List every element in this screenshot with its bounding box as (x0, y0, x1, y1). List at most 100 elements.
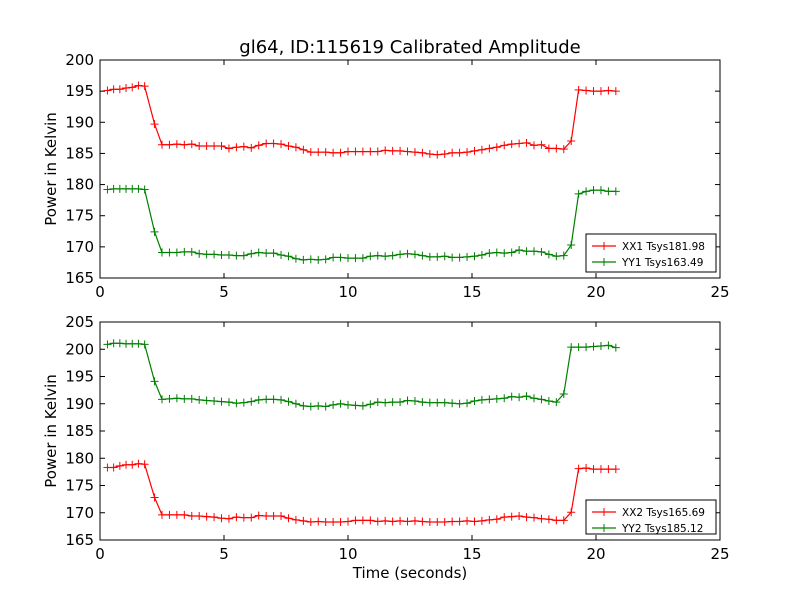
data-point (140, 460, 149, 469)
data-point (559, 145, 568, 154)
data-point (210, 250, 219, 259)
data-point (596, 87, 605, 96)
data-point (180, 394, 189, 403)
data-point (254, 511, 263, 520)
data-point (165, 248, 174, 257)
data-point (470, 397, 479, 406)
data-point (336, 518, 345, 527)
data-point (239, 142, 248, 151)
x-tick-label: 15 (462, 283, 481, 301)
data-point (485, 249, 494, 258)
data-point (410, 516, 419, 525)
data-point (530, 141, 538, 150)
data-point (306, 255, 315, 264)
data-point (329, 253, 338, 262)
data-point (217, 250, 226, 259)
x-tick-label: 20 (586, 545, 605, 563)
legend-swatch-marker (600, 524, 608, 532)
data-point (433, 252, 442, 261)
y-tick-label: 195 (65, 82, 94, 100)
data-point (515, 245, 524, 254)
data-point (507, 512, 516, 521)
x-tick-label: 5 (219, 545, 229, 563)
y-tick-label: 195 (65, 368, 94, 386)
y-axis-label: Power in Kelvin (42, 112, 60, 226)
data-point (239, 398, 248, 407)
data-point (373, 398, 382, 407)
data-point (277, 512, 286, 521)
x-tick-label: 0 (95, 283, 105, 301)
data-point (329, 148, 338, 157)
data-point (440, 150, 449, 159)
data-point (455, 253, 464, 262)
data-point (425, 518, 434, 527)
data-point (202, 396, 211, 405)
data-point (150, 493, 159, 502)
data-point (604, 86, 613, 95)
data-point (567, 508, 576, 517)
data-point (425, 150, 434, 159)
data-point (418, 251, 427, 260)
data-point (537, 247, 546, 256)
data-point (589, 342, 598, 351)
data-point (239, 513, 248, 522)
data-point (410, 397, 419, 406)
data-point (589, 465, 598, 474)
data-point (492, 248, 501, 257)
data-point (485, 395, 494, 404)
data-point (396, 250, 405, 259)
y-axis-label: Power in Kelvin (42, 374, 60, 488)
y-tick-label: 200 (65, 340, 94, 358)
data-point (202, 250, 211, 259)
data-point (277, 395, 286, 404)
y-tick-label: 165 (65, 269, 94, 287)
data-point (582, 343, 591, 352)
data-point (582, 464, 591, 473)
data-point (515, 512, 524, 521)
data-point (232, 513, 241, 522)
data-point (277, 250, 286, 259)
data-point (344, 254, 352, 263)
data-point (329, 400, 338, 409)
data-point (195, 249, 204, 258)
data-point (515, 393, 524, 402)
data-point (596, 186, 605, 195)
x-tick-label: 10 (338, 283, 357, 301)
data-point (522, 138, 531, 147)
data-point (254, 395, 263, 404)
data-point (115, 339, 124, 348)
data-point (358, 401, 367, 410)
data-point (103, 340, 112, 349)
y-tick-label: 200 (65, 51, 94, 69)
data-point (269, 395, 278, 404)
data-point (187, 394, 196, 403)
data-point (410, 250, 419, 259)
data-point (582, 187, 591, 196)
data-point (574, 464, 583, 473)
data-point (336, 148, 345, 157)
data-point (165, 140, 174, 149)
data-point (134, 339, 143, 348)
series-0 (103, 459, 620, 527)
y-tick-label: 190 (65, 395, 94, 413)
data-point (187, 140, 196, 149)
data-point (567, 136, 576, 145)
data-point (373, 517, 382, 526)
data-point (463, 516, 472, 525)
data-point (574, 189, 583, 198)
data-point (299, 255, 308, 264)
y-tick-label: 165 (65, 531, 94, 549)
data-point (299, 145, 308, 154)
data-point (418, 517, 427, 526)
data-point (217, 141, 226, 150)
x-tick-label: 0 (95, 545, 105, 563)
data-point (284, 397, 293, 406)
data-point (366, 252, 375, 261)
data-point (530, 247, 538, 256)
data-point (351, 147, 360, 156)
data-point (477, 395, 486, 404)
data-point (589, 186, 598, 195)
data-point (552, 252, 561, 261)
data-point (358, 254, 367, 263)
data-point (336, 253, 345, 262)
